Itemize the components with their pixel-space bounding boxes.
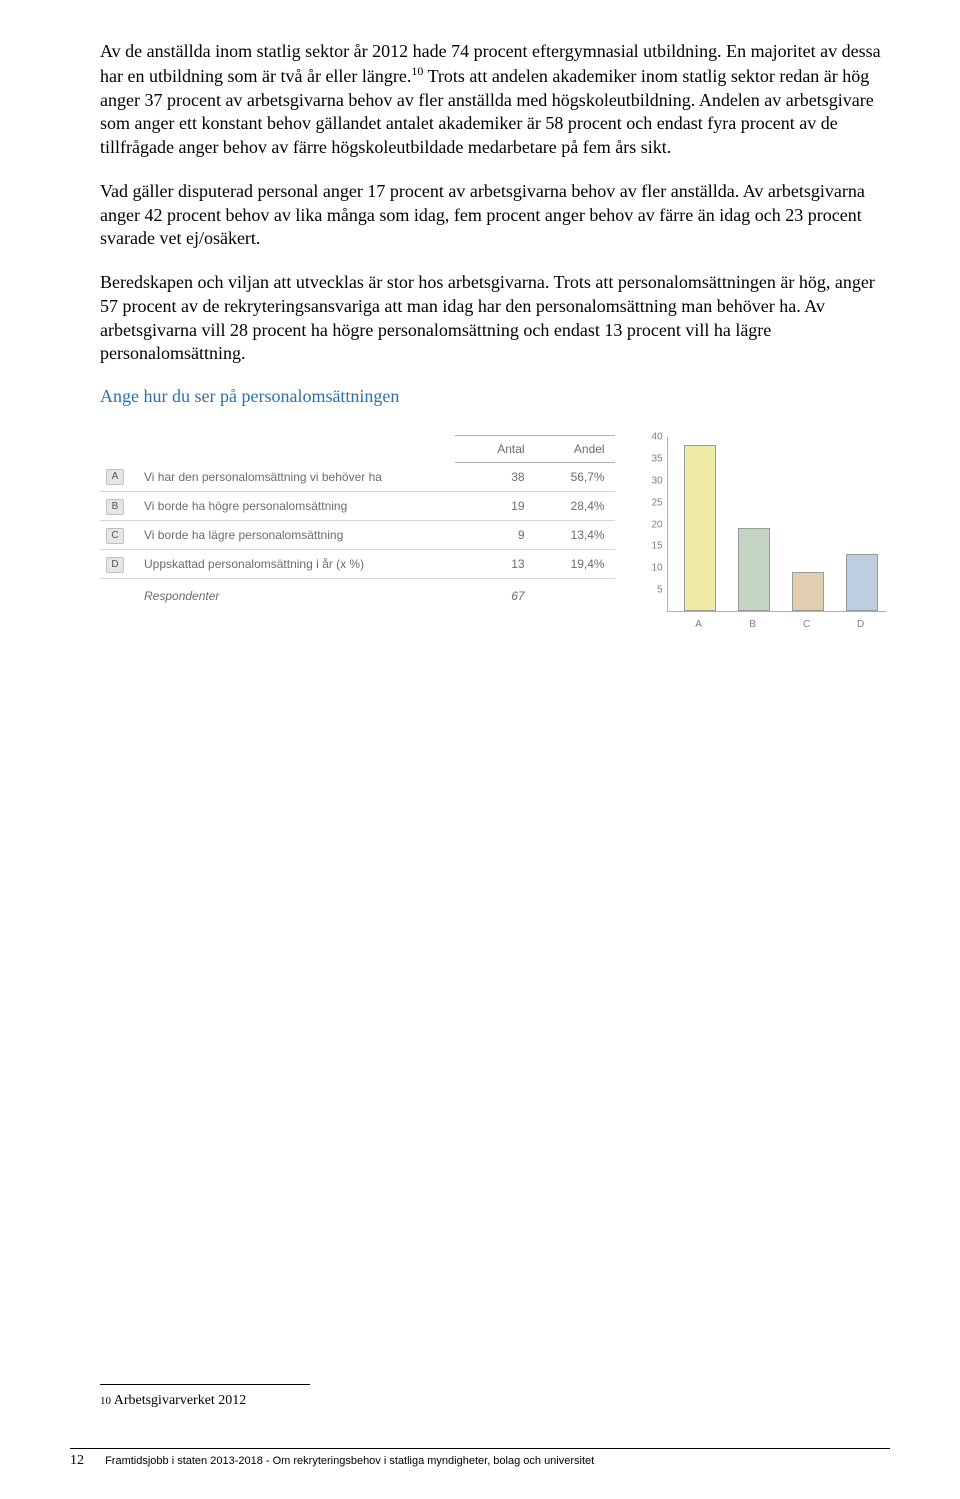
y-tick: 25 xyxy=(643,497,663,508)
page-footer: 12 Framtidsjobb i staten 2013-2018 - Om … xyxy=(70,1448,890,1469)
row-label: Vi har den personalomsättning vi behöver… xyxy=(134,463,455,492)
paragraph-2: Vad gäller disputerad personal anger 17 … xyxy=(100,180,890,251)
row-andel: 13,4% xyxy=(535,521,615,550)
y-tick: 5 xyxy=(643,585,663,596)
y-tick: 35 xyxy=(643,453,663,464)
footnote-10: 10 Arbetsgivarverket 2012 xyxy=(100,1393,310,1409)
y-tick: 30 xyxy=(643,475,663,486)
footer-text: Framtidsjobb i staten 2013-2018 - Om rek… xyxy=(105,1455,594,1467)
table-row: A Vi har den personalomsättning vi behöve… xyxy=(100,463,615,492)
data-table: Antal Andel A Vi har den personalomsättni… xyxy=(100,435,615,610)
row-andel: 28,4% xyxy=(535,492,615,521)
chart-title: Ange hur du ser på personalomsättningen xyxy=(100,386,890,407)
col-andel: Andel xyxy=(535,436,615,463)
y-tick: 20 xyxy=(643,519,663,530)
table-row: C Vi borde ha lägre personalomsättning913… xyxy=(100,521,615,550)
row-label: Uppskattad personalomsättning i år (x %) xyxy=(134,550,455,579)
respondents-label: Respondenter xyxy=(134,579,455,611)
x-label: D xyxy=(845,619,877,630)
y-tick: 40 xyxy=(643,432,663,443)
footnote-number: 10 xyxy=(100,1395,111,1407)
row-antal: 13 xyxy=(455,550,535,579)
row-key: A xyxy=(106,469,124,485)
col-antal: Antal xyxy=(455,436,535,463)
row-antal: 38 xyxy=(455,463,535,492)
row-key: D xyxy=(106,557,124,573)
row-antal: 19 xyxy=(455,492,535,521)
figure-wrap: Antal Andel A Vi har den personalomsättni… xyxy=(100,435,890,630)
page-number: 12 xyxy=(70,1453,84,1468)
respondents-row: Respondenter67 xyxy=(100,579,615,611)
row-andel: 19,4% xyxy=(535,550,615,579)
table-row: D Uppskattad personalomsättning i år (x %… xyxy=(100,550,615,579)
respondents-value: 67 xyxy=(455,579,535,611)
footnote-ref-10: 10 xyxy=(411,64,423,78)
row-key: C xyxy=(106,528,124,544)
footnote-rule xyxy=(100,1384,310,1385)
bar-D xyxy=(846,554,878,611)
paragraph-1: Av de anställda inom statlig sektor år 2… xyxy=(100,40,890,160)
x-label: A xyxy=(683,619,715,630)
row-antal: 9 xyxy=(455,521,535,550)
x-label: C xyxy=(791,619,823,630)
bar-C xyxy=(792,572,824,611)
row-label: Vi borde ha högre personalomsättning xyxy=(134,492,455,521)
row-label: Vi borde ha lägre personalomsättning xyxy=(134,521,455,550)
y-tick: 10 xyxy=(643,563,663,574)
y-tick: 15 xyxy=(643,541,663,552)
paragraph-3: Beredskapen och viljan att utvecklas är … xyxy=(100,271,890,366)
x-label: B xyxy=(737,619,769,630)
row-key: B xyxy=(106,499,124,515)
row-andel: 56,7% xyxy=(535,463,615,492)
bar-chart: 5 10 15 20 25 30 35 40 A B C D xyxy=(643,435,890,630)
table-row: B Vi borde ha högre personalomsättning192… xyxy=(100,492,615,521)
bar-A xyxy=(684,445,716,611)
footnote-text: Arbetsgivarverket 2012 xyxy=(111,1393,246,1408)
bar-B xyxy=(738,528,770,611)
